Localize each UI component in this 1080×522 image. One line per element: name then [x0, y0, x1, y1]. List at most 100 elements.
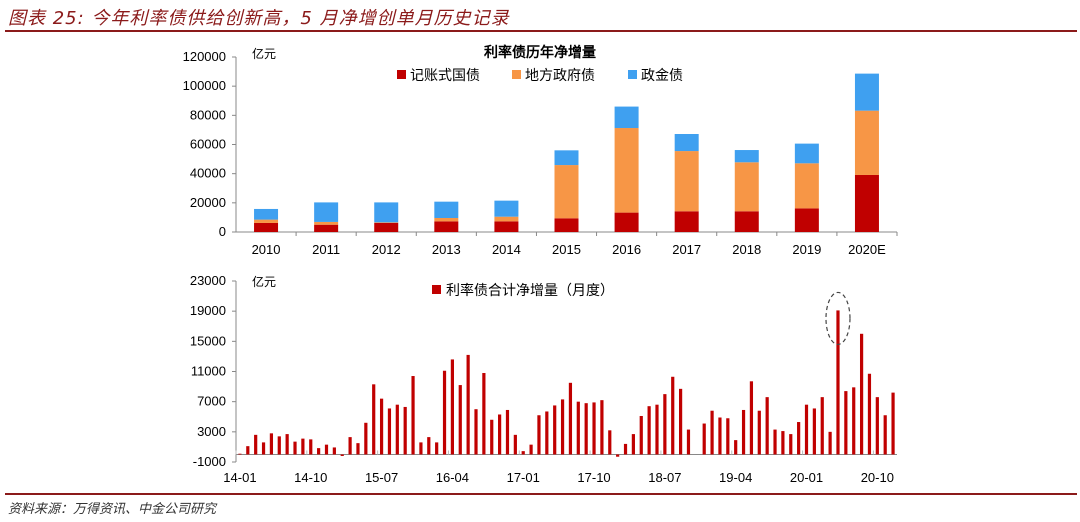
monthly-bar — [458, 385, 462, 455]
bar-segment — [494, 221, 519, 232]
monthly-bar — [710, 410, 714, 455]
bar-segment — [434, 201, 459, 218]
bar-segment — [254, 208, 279, 220]
monthly-bar — [356, 443, 360, 455]
monthly-bar — [317, 448, 321, 455]
monthly-bar — [686, 429, 691, 455]
source-note: 资料来源：万得资讯、中金公司研究 — [8, 502, 217, 517]
bar-segment — [614, 212, 639, 232]
monthly-bar — [269, 433, 274, 455]
bar-segment — [614, 106, 639, 129]
monthly-bar — [537, 415, 541, 455]
y-tick-label: 60000 — [190, 137, 226, 152]
monthly-bar — [655, 404, 659, 455]
bar-segment — [374, 202, 399, 223]
x-tick-label: 2011 — [312, 242, 340, 257]
monthly-bar — [474, 409, 478, 455]
bottom-chart-unit: 亿元 — [252, 274, 276, 289]
monthly-bar — [647, 406, 651, 455]
monthly-bar — [490, 419, 494, 455]
monthly-bar — [246, 446, 250, 455]
y-tick-label: 15000 — [190, 333, 226, 348]
legend-swatch — [628, 70, 637, 79]
x-tick-label: 2018 — [732, 242, 761, 257]
bar-segment — [434, 218, 459, 222]
monthly-bar — [734, 440, 738, 455]
top-chart: 0 20000 40000 60000 80000 100000 120000 2010 201… — [183, 49, 898, 257]
monthly-bar — [285, 434, 289, 455]
monthly-bar — [781, 431, 785, 455]
bottom-chart: -1000 3000 7000 11000 15000 19000 23000 14-01 14… — [190, 273, 897, 485]
monthly-bar — [702, 423, 706, 455]
monthly-bar — [387, 408, 392, 455]
y-tick-label: 11000 — [191, 364, 226, 379]
legend-swatch — [432, 285, 441, 294]
monthly-bar — [498, 414, 502, 455]
legend-swatch — [512, 70, 521, 79]
monthly-bar — [639, 415, 643, 455]
monthly-bar — [521, 451, 525, 455]
monthly-bar — [765, 397, 769, 455]
x-tick-label: 2013 — [432, 242, 461, 257]
monthly-bar — [749, 381, 754, 455]
bar-segment — [734, 162, 759, 212]
monthly-bar — [623, 443, 628, 455]
monthly-bar — [741, 409, 746, 455]
monthly-bar — [293, 441, 297, 455]
bar-segment — [734, 211, 759, 232]
x-tick-label: 2010 — [252, 242, 281, 257]
bar-segment — [494, 216, 519, 222]
monthly-bar — [332, 447, 336, 455]
legend-label: 利率债合计净增量（月度） — [446, 282, 614, 298]
monthly-bar — [301, 438, 305, 455]
x-tick-label: 16-04 — [436, 470, 469, 485]
bar-segment — [854, 73, 879, 111]
legend-label: 政金债 — [641, 67, 683, 83]
monthly-bar — [631, 434, 635, 455]
bar-segment — [674, 134, 699, 152]
monthly-bar — [529, 444, 533, 455]
monthly-bar — [789, 434, 793, 455]
monthly-bar — [576, 401, 580, 455]
monthly-bar — [261, 442, 266, 455]
monthly-bar — [828, 431, 832, 455]
x-tick-label: 20-01 — [790, 470, 823, 485]
monthly-bar — [450, 359, 454, 455]
y-tick-label: -1000 — [193, 454, 226, 469]
bar-segment — [674, 151, 699, 212]
monthly-bar — [679, 388, 683, 455]
x-tick-label: 2012 — [372, 242, 401, 257]
y-tick-label: 19000 — [190, 303, 226, 318]
monthly-bar — [553, 405, 557, 455]
monthly-bar — [592, 402, 596, 455]
x-tick-label: 17-10 — [577, 470, 610, 485]
bar-segment — [854, 174, 879, 232]
bar-segment — [434, 221, 459, 232]
monthly-bar — [584, 403, 588, 455]
y-tick-label: 0 — [219, 224, 226, 239]
monthly-bar — [403, 406, 407, 455]
x-tick-label: 19-04 — [719, 470, 752, 485]
monthly-bar — [505, 409, 510, 455]
y-tick-label: 7000 — [197, 394, 226, 409]
monthly-bar — [773, 429, 777, 455]
monthly-bar — [836, 310, 840, 455]
bar-segment — [554, 150, 579, 166]
monthly-bar — [875, 397, 879, 455]
bar-segment — [494, 200, 519, 217]
monthly-bar — [277, 436, 281, 455]
monthly-bar — [238, 453, 242, 455]
bar-segment — [314, 202, 339, 222]
monthly-bar — [466, 354, 470, 455]
x-tick-label: 20-10 — [861, 470, 894, 485]
monthly-bar — [395, 404, 399, 455]
monthly-bar — [324, 444, 329, 455]
bar-segment — [794, 163, 819, 209]
monthly-bar — [560, 399, 565, 455]
top-chart-title: 利率债历年净增量 — [484, 44, 596, 60]
monthly-bar — [545, 411, 549, 455]
highlight-ellipse — [825, 291, 851, 346]
monthly-bar — [309, 439, 313, 455]
bar-segment — [794, 208, 819, 232]
